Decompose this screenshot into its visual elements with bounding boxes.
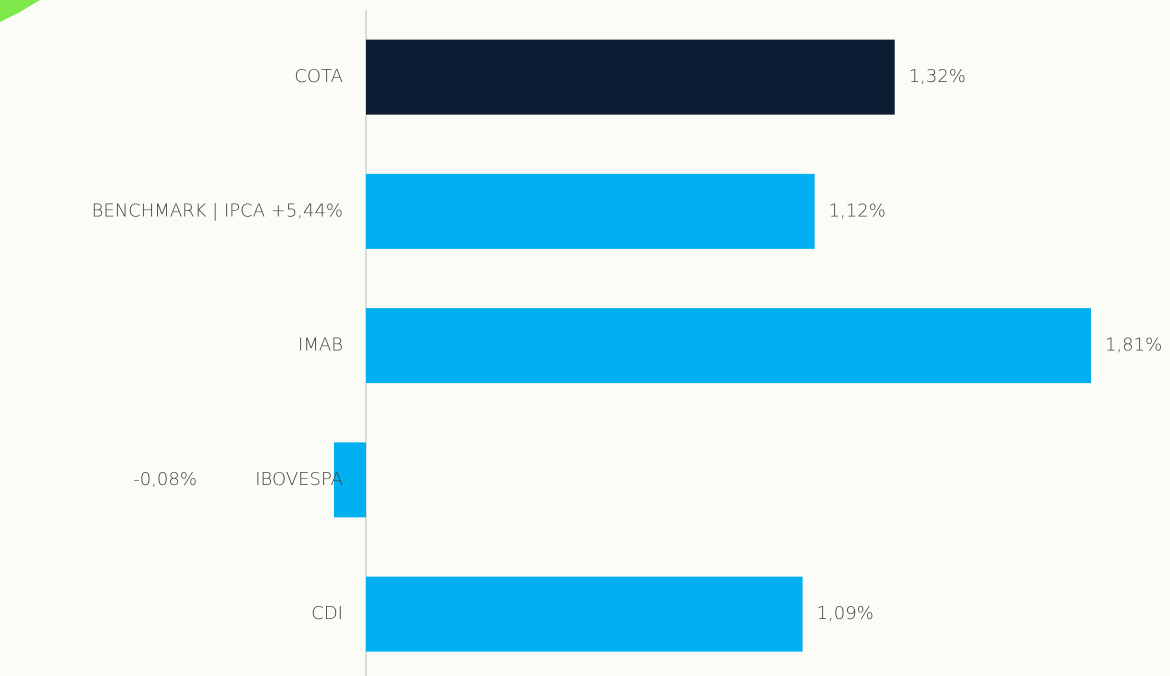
bar — [366, 39, 895, 115]
value-label: 1,09% — [817, 603, 874, 624]
value-label: -0,08% — [133, 469, 197, 490]
bar — [366, 576, 803, 652]
corner-decoration — [0, 0, 40, 22]
bar — [366, 173, 815, 249]
category-label: COTA — [294, 66, 343, 87]
bar — [333, 442, 366, 518]
bar — [366, 308, 1091, 384]
category-label: IMAB — [298, 335, 343, 356]
value-label: 1,81% — [1105, 335, 1162, 356]
value-label: 1,32% — [909, 66, 966, 87]
category-label: IBOVESPA — [255, 469, 343, 490]
value-label: 1,12% — [829, 200, 886, 221]
category-label: CDI — [311, 603, 343, 624]
category-label: BENCHMARK | IPCA +5,44% — [92, 200, 343, 221]
